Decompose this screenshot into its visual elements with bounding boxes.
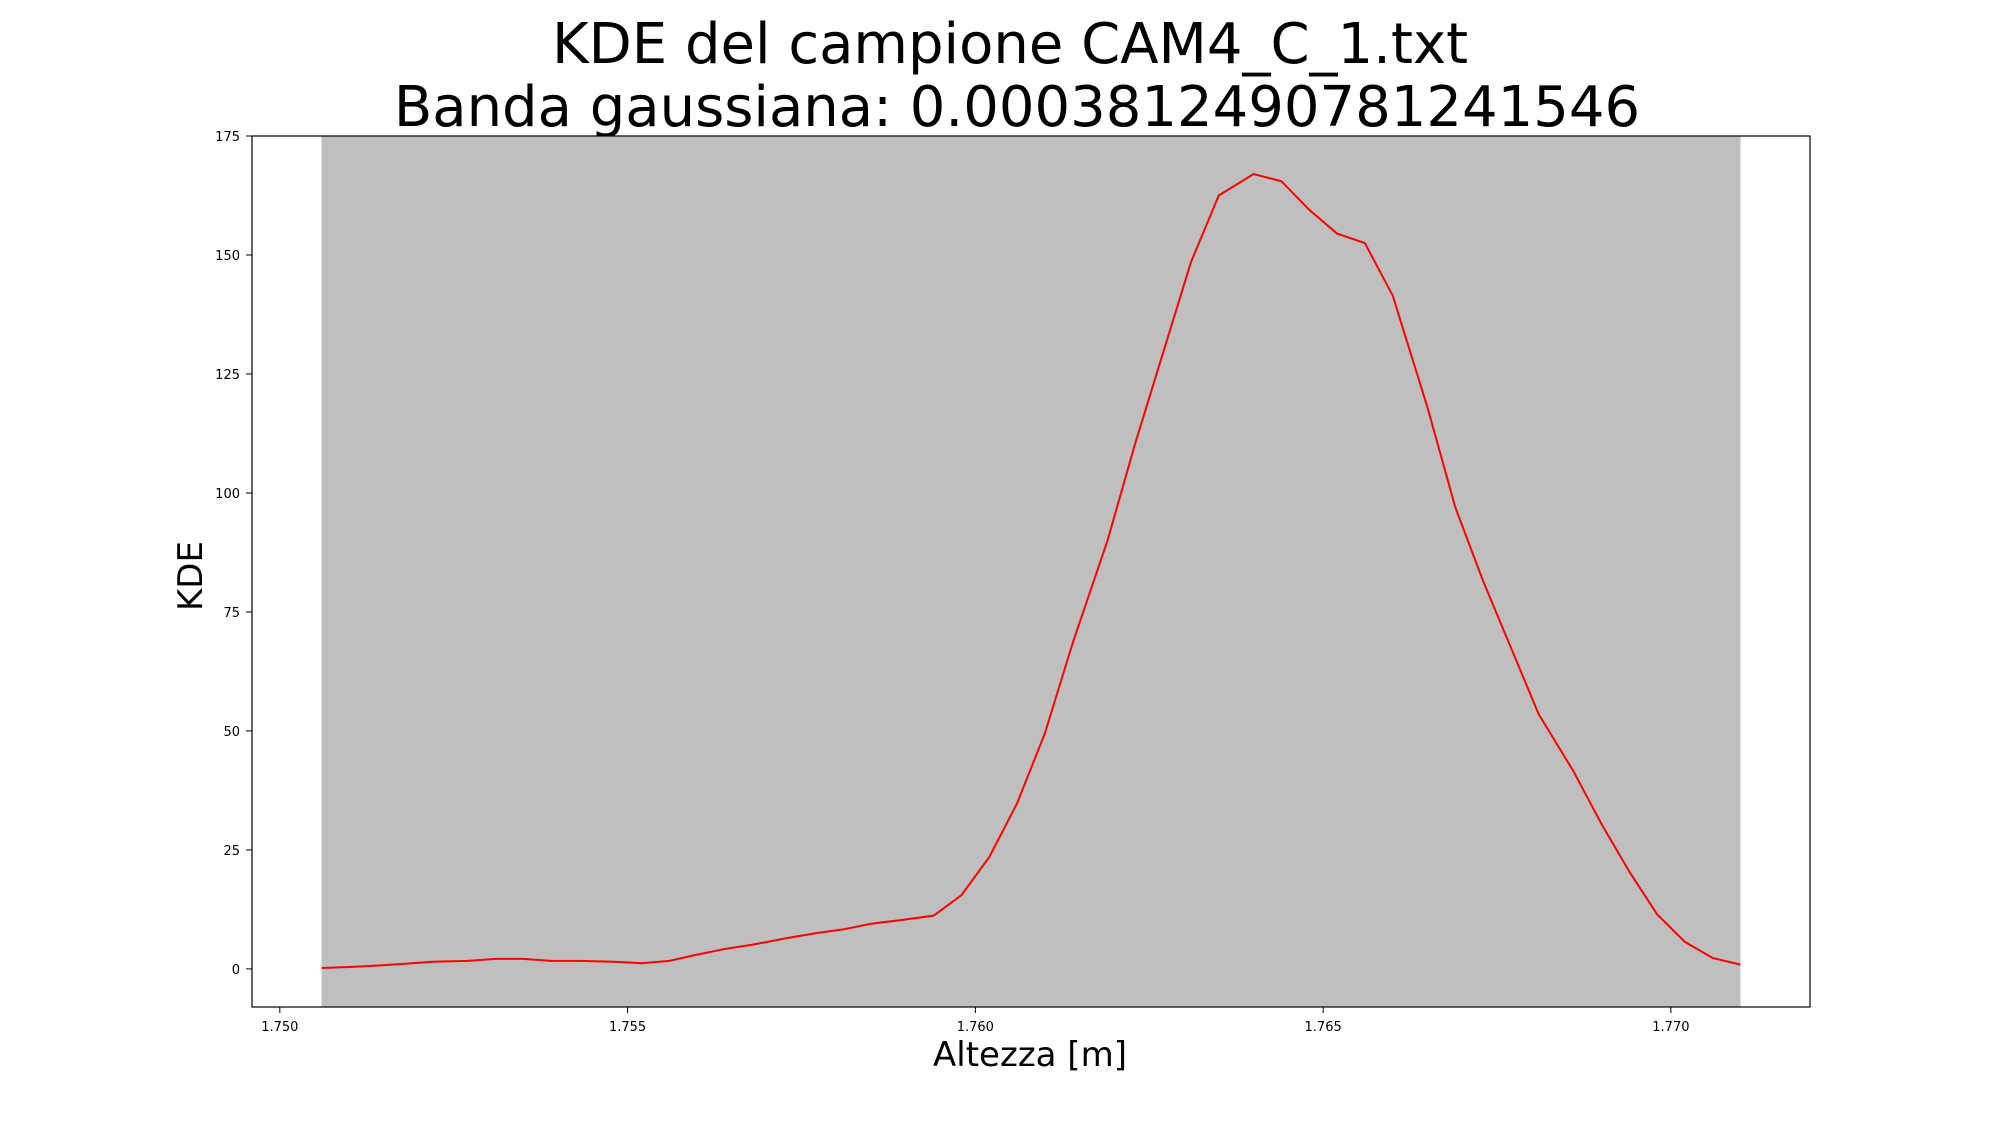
y-tick-label: 100 [215,487,240,502]
y-tick-label: 50 [223,725,240,740]
x-axis: 1.750 1.755 1.760 1.765 1.770 [261,1007,1690,1035]
y-tick-label: 175 [215,130,240,145]
y-tick-label: 0 [232,963,240,978]
y-axis: 0 25 50 75 100 125 150 175 [215,130,252,978]
x-axis-label: Altezza [m] [933,1035,1127,1075]
chart-title-line-2: Banda gaussiana: 0.0003812490781241546 [394,75,1640,140]
x-tick-label: 1.750 [261,1020,298,1035]
y-tick-label: 125 [215,368,240,383]
plot-frame [251,135,1811,1008]
y-axis-label: KDE [171,541,211,611]
y-tick-label: 75 [223,606,240,621]
x-tick-label: 1.770 [1652,1020,1689,1035]
x-tick-label: 1.765 [1305,1020,1342,1035]
x-tick-label: 1.755 [609,1020,646,1035]
kde-series-line [321,173,1741,969]
y-tick-label: 150 [215,249,240,264]
chart-title-line-1: KDE del campione CAM4_C_1.txt [552,12,1468,77]
shaded-region [321,136,1741,1007]
y-tick-label: 25 [223,844,240,859]
x-tick-label: 1.760 [957,1020,994,1035]
